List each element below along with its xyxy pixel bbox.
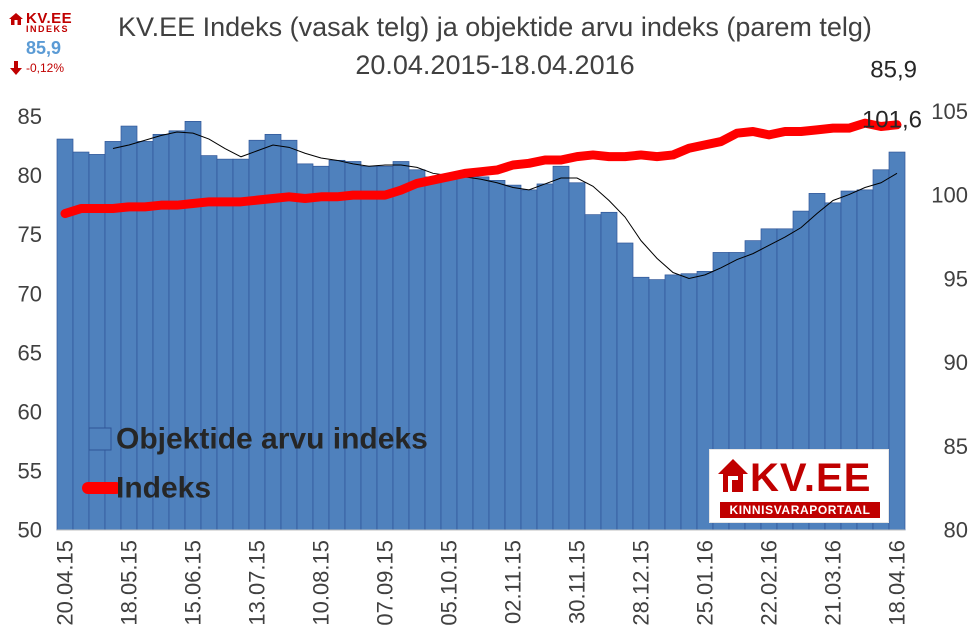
left-axis-tick: 65 <box>18 340 42 365</box>
bar-09.11.15 <box>520 189 538 531</box>
index-line-group <box>60 118 902 219</box>
brand-name: KV.EE <box>26 10 73 27</box>
left-axis-tick: 70 <box>18 281 42 306</box>
bar-30.11.15 <box>568 182 586 531</box>
brand-badge: KV.EE INDEKS 85,9 -0,12% <box>8 10 80 75</box>
x-tick-label: 22.02.16 <box>757 540 782 626</box>
x-tick-label: 07.09.15 <box>373 540 398 626</box>
bar-02.11.15 <box>504 184 522 531</box>
x-tick-label: 02.11.15 <box>501 540 526 624</box>
x-tick-label: 21.03.16 <box>821 540 846 626</box>
left-axis-tick: 50 <box>18 518 42 543</box>
bar-24.08.15 <box>344 161 362 531</box>
annotation-index-value: 85,9 <box>870 57 917 84</box>
x-tick-label: 18.04.16 <box>885 540 910 626</box>
legend-group: Objektide arvu indeks Indeks <box>82 423 428 505</box>
right-axis-labels-group: 80 85 90 95 100 105 <box>931 99 968 543</box>
right-axis-tick: 80 <box>944 518 968 543</box>
x-tick-label: 28.12.15 <box>629 540 654 626</box>
bar-06.07.15 <box>232 158 250 531</box>
bar-21.09.15 <box>408 169 426 531</box>
bar-10.08.15 <box>312 165 330 531</box>
trend-group <box>112 131 898 279</box>
left-axis-tick: 85 <box>18 104 42 129</box>
x-tick-labels-group: 20.04.15 18.05.15 15.06.15 13.07.15 10.08.15… <box>53 540 910 626</box>
brand-subtitle: INDEKS <box>26 24 70 34</box>
x-tick-label: 20.04.15 <box>53 540 78 626</box>
bar-19.10.15 <box>472 176 490 531</box>
bar-11.01.16 <box>664 274 682 531</box>
legend-label-line: Indeks <box>116 472 211 505</box>
right-axis-tick: 105 <box>931 99 968 124</box>
x-tick-label: 25.01.16 <box>693 540 718 626</box>
left-axis-tick: 55 <box>18 458 42 483</box>
left-axis-tick: 80 <box>18 163 42 188</box>
trend-line <box>112 131 898 279</box>
x-tick-label: 13.07.15 <box>245 540 270 626</box>
bar-28.09.15 <box>424 176 442 531</box>
chart-title: KV.EE Indeks (vasak telg) ja objektide a… <box>118 12 872 80</box>
bar-08.06.15 <box>168 130 186 531</box>
annotation-count-value: 101,6 <box>862 107 922 134</box>
house-logo-icon <box>718 459 748 492</box>
bar-05.10.15 <box>440 176 458 531</box>
x-tick-label: 15.06.15 <box>181 540 206 626</box>
bar-28.12.15 <box>632 276 650 531</box>
bar-07.09.15 <box>376 165 394 531</box>
x-tick-label: 18.05.15 <box>117 540 142 626</box>
right-axis-tick: 90 <box>944 350 968 375</box>
bar-18.04.16 <box>888 151 906 531</box>
bar-14.09.15 <box>392 161 410 531</box>
bar-21.12.15 <box>616 242 634 531</box>
bar-15.06.15 <box>184 120 202 531</box>
left-axis-tick: 75 <box>18 222 42 247</box>
index-line <box>60 118 902 219</box>
left-axis-labels-group: 50 55 60 65 70 75 80 85 <box>18 104 42 542</box>
logo-name: KV.EE <box>750 456 872 500</box>
bar-16.11.15 <box>536 183 554 531</box>
legend-swatch-bars <box>88 427 112 451</box>
bar-14.12.15 <box>600 211 618 531</box>
x-tick-label: 30.11.15 <box>565 540 590 624</box>
bar-31.08.15 <box>360 165 378 531</box>
x-tick-label: 05.10.15 <box>437 540 462 626</box>
kv-ee-logo: KV.EE KINNISVARAPORTAAL <box>709 449 889 523</box>
bar-26.10.15 <box>488 180 506 531</box>
arrow-down-icon <box>10 61 22 75</box>
x-tick-label: 10.08.15 <box>309 540 334 626</box>
right-axis-tick: 95 <box>944 266 968 291</box>
right-axis-tick: 85 <box>944 434 968 459</box>
bar-20.04.15 <box>56 138 74 531</box>
annotations-group: 85,9 101,6 <box>862 57 922 134</box>
bar-12.10.15 <box>456 176 474 531</box>
bar-18.05.15 <box>120 125 138 531</box>
logo-tagline: KINNISVARAPORTAAL <box>720 502 880 518</box>
house-icon <box>9 12 23 25</box>
right-axis-tick: 100 <box>931 183 968 208</box>
bar-17.08.15 <box>328 159 346 531</box>
bar-23.11.15 <box>552 165 570 531</box>
left-axis-tick: 60 <box>18 399 42 424</box>
bar-03.08.15 <box>296 163 314 531</box>
bar-07.12.15 <box>584 214 602 531</box>
bar-29.06.15 <box>216 158 234 531</box>
bar-04.01.16 <box>648 279 666 531</box>
brand-change-text: -0,12% <box>26 61 65 75</box>
legend-label-bars: Objektide arvu indeks <box>116 423 428 456</box>
brand-value: 85,9 <box>26 38 62 58</box>
brand-change: -0,12% <box>8 61 80 75</box>
bar-18.01.16 <box>680 273 698 531</box>
